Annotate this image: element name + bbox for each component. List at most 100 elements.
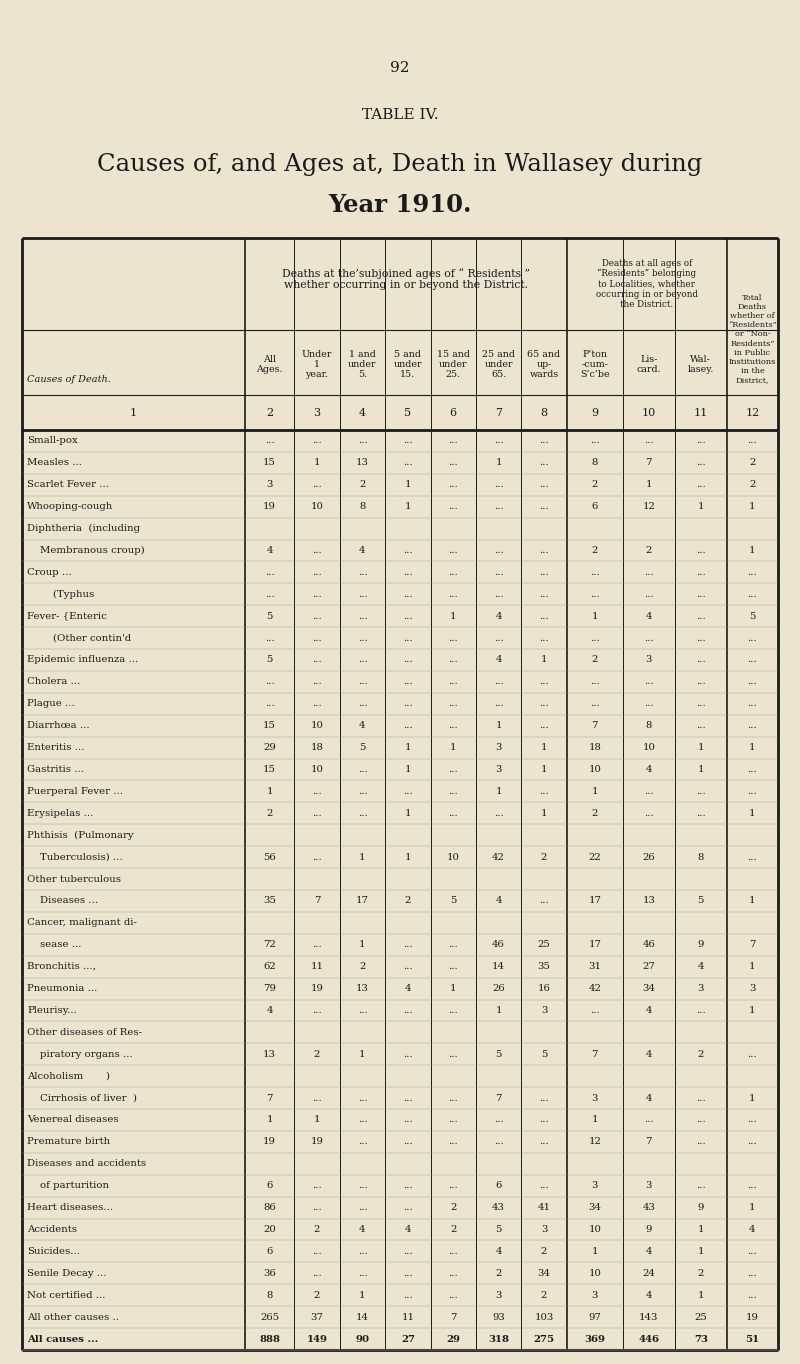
Text: ...: ... <box>696 458 706 468</box>
Text: 13: 13 <box>356 983 369 993</box>
Text: ...: ... <box>696 787 706 797</box>
Text: ...: ... <box>448 1094 458 1102</box>
Text: 3: 3 <box>591 1290 598 1300</box>
Text: 18: 18 <box>310 743 323 752</box>
Text: Diseases ...: Diseases ... <box>27 896 98 906</box>
Text: ...: ... <box>358 1138 367 1146</box>
Text: 4: 4 <box>646 1050 652 1058</box>
Text: ...: ... <box>265 567 274 577</box>
Text: piratory organs ...: piratory organs ... <box>27 1050 133 1058</box>
Text: 1: 1 <box>405 852 411 862</box>
Text: 2: 2 <box>266 809 273 818</box>
Text: ...: ... <box>358 1007 367 1015</box>
Text: 25: 25 <box>538 940 550 949</box>
Text: 2: 2 <box>359 480 366 490</box>
Text: 46: 46 <box>492 940 505 949</box>
Text: ...: ... <box>590 700 600 708</box>
Text: ...: ... <box>312 1247 322 1256</box>
Text: 149: 149 <box>306 1334 327 1344</box>
Text: 5: 5 <box>495 1050 502 1058</box>
Text: 72: 72 <box>263 940 276 949</box>
Text: 1: 1 <box>405 809 411 818</box>
Text: 1: 1 <box>405 480 411 490</box>
Text: Epidemic influenza ...: Epidemic influenza ... <box>27 656 138 664</box>
Text: ...: ... <box>448 1007 458 1015</box>
Text: 31: 31 <box>588 962 602 971</box>
Text: ...: ... <box>358 1181 367 1191</box>
Text: 2: 2 <box>591 656 598 664</box>
Text: ...: ... <box>590 634 600 642</box>
Text: 43: 43 <box>492 1203 505 1213</box>
Text: ...: ... <box>358 1203 367 1213</box>
Text: 9: 9 <box>646 1225 652 1234</box>
Text: 6: 6 <box>266 1181 273 1191</box>
Text: 11: 11 <box>402 1312 414 1322</box>
Text: ...: ... <box>312 678 322 686</box>
Text: ...: ... <box>539 502 549 512</box>
Text: Year 1910.: Year 1910. <box>328 192 472 217</box>
Text: 5: 5 <box>698 896 704 906</box>
Text: ...: ... <box>539 896 549 906</box>
Text: Heart diseases...: Heart diseases... <box>27 1203 113 1213</box>
Text: ...: ... <box>494 1116 503 1124</box>
Text: ...: ... <box>448 634 458 642</box>
Text: ...: ... <box>448 678 458 686</box>
Text: 62: 62 <box>263 962 276 971</box>
Text: 1: 1 <box>646 480 652 490</box>
Text: 8: 8 <box>359 502 366 512</box>
Text: ...: ... <box>747 700 758 708</box>
Text: 10: 10 <box>642 743 655 752</box>
Text: Small-pox: Small-pox <box>27 436 78 446</box>
Text: ...: ... <box>696 567 706 577</box>
Text: 1: 1 <box>749 809 756 818</box>
Text: 1: 1 <box>314 458 320 468</box>
Text: ...: ... <box>403 700 413 708</box>
Text: 2: 2 <box>591 480 598 490</box>
Text: Deaths at all ages of
“Residents” belonging
to Localities, whether
occurring in : Deaths at all ages of “Residents” belong… <box>596 259 698 310</box>
Text: 19: 19 <box>263 502 276 512</box>
Text: ...: ... <box>590 589 600 599</box>
Text: 1: 1 <box>450 611 457 621</box>
Text: ...: ... <box>312 546 322 555</box>
Text: ...: ... <box>590 436 600 446</box>
Text: ...: ... <box>696 436 706 446</box>
Text: 22: 22 <box>589 852 601 862</box>
Text: 10: 10 <box>310 502 323 512</box>
Text: 4: 4 <box>646 765 652 773</box>
Text: ...: ... <box>448 567 458 577</box>
Text: 15: 15 <box>263 722 276 730</box>
Text: 19: 19 <box>310 983 323 993</box>
Text: 4: 4 <box>495 1247 502 1256</box>
Text: ...: ... <box>539 546 549 555</box>
Text: 4: 4 <box>749 1225 756 1234</box>
Text: ...: ... <box>696 611 706 621</box>
Text: (Typhus: (Typhus <box>27 589 94 599</box>
Text: ...: ... <box>403 1247 413 1256</box>
Text: 7: 7 <box>266 1094 273 1102</box>
Text: ...: ... <box>747 1050 758 1058</box>
Text: ...: ... <box>448 1247 458 1256</box>
Text: ...: ... <box>448 940 458 949</box>
Text: ...: ... <box>403 787 413 797</box>
Text: Under
1
year.: Under 1 year. <box>302 349 332 379</box>
Text: 14: 14 <box>492 962 505 971</box>
Text: Whooping-cough: Whooping-cough <box>27 502 114 512</box>
Text: ...: ... <box>265 700 274 708</box>
Text: 1: 1 <box>749 962 756 971</box>
Text: ...: ... <box>358 656 367 664</box>
Text: 4: 4 <box>646 1094 652 1102</box>
Text: ...: ... <box>312 656 322 664</box>
Text: Cholera ...: Cholera ... <box>27 678 80 686</box>
Text: ...: ... <box>747 852 758 862</box>
Text: ...: ... <box>448 1138 458 1146</box>
Text: ...: ... <box>448 700 458 708</box>
Text: 1: 1 <box>749 896 756 906</box>
Text: 7: 7 <box>646 1138 652 1146</box>
Text: 1: 1 <box>591 1247 598 1256</box>
Text: Lis-
card.: Lis- card. <box>637 355 661 374</box>
Text: 79: 79 <box>263 983 276 993</box>
Text: ...: ... <box>494 589 503 599</box>
Text: Other diseases of Res-: Other diseases of Res- <box>27 1028 142 1037</box>
Text: ...: ... <box>312 1269 322 1278</box>
Text: ...: ... <box>539 722 549 730</box>
